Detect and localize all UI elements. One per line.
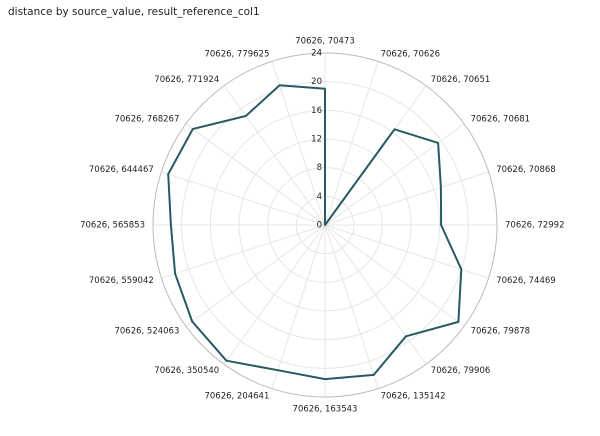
category-label: 70626, 559042 bbox=[89, 276, 154, 286]
category-label: 70626, 779625 bbox=[204, 49, 269, 59]
category-label: 70626, 72992 bbox=[505, 221, 564, 231]
category-label: 70626, 350540 bbox=[154, 366, 219, 376]
series-line bbox=[167, 84, 463, 381]
category-label: 70626, 79906 bbox=[431, 366, 490, 376]
r-tick-label: 0 bbox=[317, 221, 322, 231]
category-label: 70626, 644467 bbox=[89, 165, 154, 175]
category-label: 70626, 771924 bbox=[154, 75, 219, 85]
category-label: 70626, 70626 bbox=[381, 49, 440, 59]
category-label: 70626, 204641 bbox=[204, 392, 269, 402]
category-label: 70626, 70473 bbox=[295, 37, 354, 47]
category-label: 70626, 70651 bbox=[431, 75, 490, 85]
r-tick-label: 4 bbox=[317, 192, 322, 202]
r-tick-label: 24 bbox=[311, 49, 322, 59]
r-tick-label: 16 bbox=[311, 106, 322, 116]
category-label: 70626, 524063 bbox=[114, 326, 179, 336]
category-label: 70626, 163543 bbox=[293, 405, 358, 415]
r-tick-label: 8 bbox=[317, 163, 322, 173]
r-tick-label: 12 bbox=[311, 135, 322, 145]
chart-title: distance by source_value, result_referen… bbox=[8, 6, 260, 18]
category-label: 70626, 565853 bbox=[80, 221, 145, 231]
outer-ring bbox=[152, 52, 498, 398]
category-label: 70626, 70868 bbox=[496, 165, 555, 175]
category-label: 70626, 74469 bbox=[496, 276, 555, 286]
r-tick-label: 20 bbox=[311, 77, 322, 87]
grid-ring bbox=[181, 81, 469, 369]
category-label: 70626, 79878 bbox=[471, 326, 530, 336]
category-label: 70626, 768267 bbox=[114, 115, 179, 125]
category-label: 70626, 135142 bbox=[381, 392, 446, 402]
category-label: 70626, 70681 bbox=[471, 115, 530, 125]
